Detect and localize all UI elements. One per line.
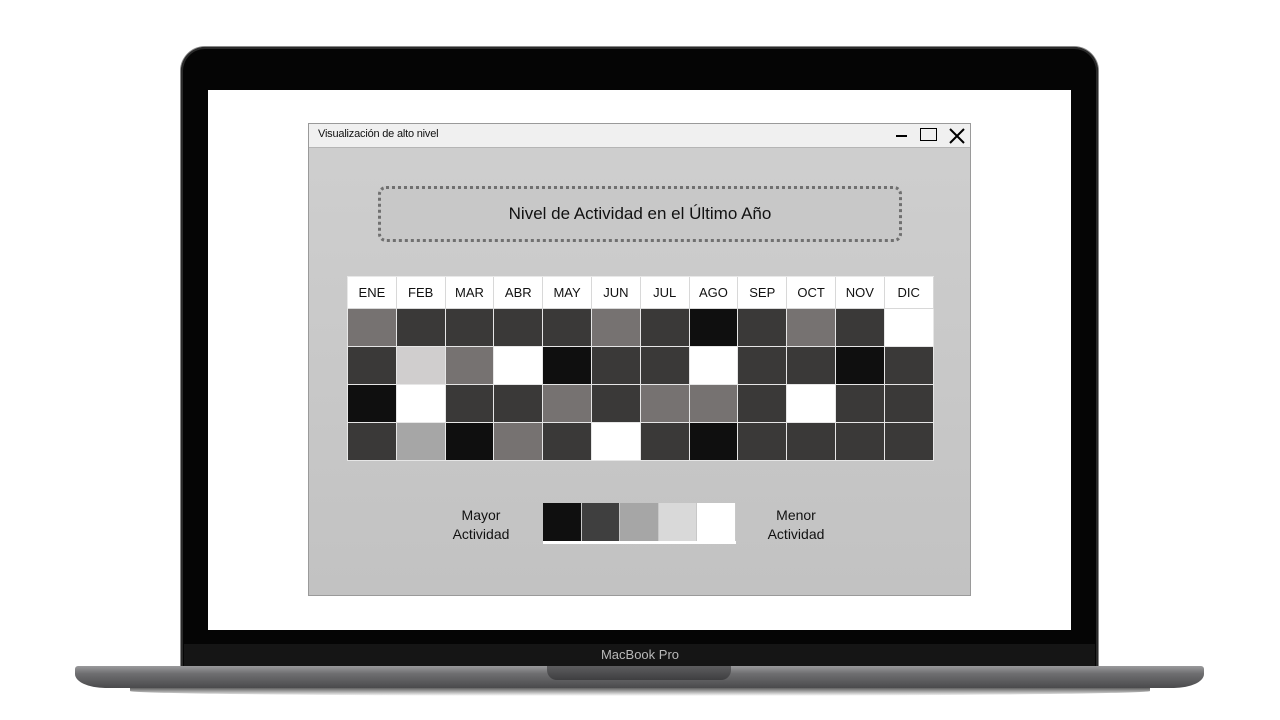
- heatmap-cell: [787, 347, 836, 385]
- month-header: JUL: [640, 277, 690, 309]
- heatmap-cell: [787, 309, 836, 347]
- heatmap-cell: [884, 347, 934, 385]
- heatmap-cell: [884, 309, 934, 347]
- heatmap-cell: [738, 347, 788, 385]
- laptop-base-shadow: [130, 686, 1150, 696]
- minimize-icon[interactable]: [892, 126, 912, 145]
- heatmap-cell: [348, 423, 397, 461]
- heatmap-cell: [640, 385, 690, 423]
- heatmap-cell: [396, 423, 446, 461]
- heatmap-cell: [884, 385, 934, 423]
- heatmap-cell: [689, 423, 739, 461]
- month-header: DIC: [884, 277, 934, 309]
- month-header: OCT: [787, 277, 836, 309]
- legend-high-label-line2: Actividad: [452, 526, 510, 542]
- heatmap-cell: [640, 423, 690, 461]
- heading-box: Nivel de Actividad en el Último Año: [378, 186, 902, 242]
- heatmap-cell: [445, 347, 495, 385]
- heatmap-cell: [494, 347, 544, 385]
- laptop-brand-label: MacBook Pro: [600, 647, 680, 662]
- activity-heatmap: ENE FEB MAR ABR MAY JUN JUL AGO SEP OCT NOV DIC: [347, 276, 934, 461]
- heatmap-cell: [396, 347, 446, 385]
- legend-swatch: [658, 503, 698, 541]
- heatmap-cell: [738, 385, 788, 423]
- heatmap-cell: [543, 423, 592, 461]
- legend-low-label-line1: Menor: [776, 507, 816, 523]
- page-title: Nivel de Actividad en el Último Año: [508, 204, 772, 223]
- legend-high-label: Mayor Actividad: [446, 506, 516, 544]
- month-header: JUN: [591, 277, 641, 309]
- month-header: FEB: [396, 277, 446, 309]
- month-header: ABR: [494, 277, 544, 309]
- heatmap-cell: [396, 309, 446, 347]
- heatmap-cell: [835, 385, 885, 423]
- heatmap-cell: [884, 423, 934, 461]
- window-title: Visualización de alto nivel: [318, 128, 439, 140]
- heatmap-cell: [640, 309, 690, 347]
- legend-scale: [543, 503, 736, 544]
- heatmap-cell: [591, 309, 641, 347]
- legend-swatch: [581, 503, 621, 541]
- heatmap-cell: [494, 423, 544, 461]
- heatmap-cell: [738, 309, 788, 347]
- heatmap-cell: [445, 385, 495, 423]
- heatmap-cell: [835, 347, 885, 385]
- heatmap-cell: [348, 385, 397, 423]
- legend-swatch: [697, 503, 736, 541]
- heatmap-cell: [689, 385, 739, 423]
- heatmap-cell: [591, 347, 641, 385]
- heatmap-cell: [787, 385, 836, 423]
- heatmap-cell: [835, 423, 885, 461]
- app-window: Visualización de alto nivel Nivel de Act…: [308, 123, 971, 596]
- heatmap-cell: [738, 423, 788, 461]
- laptop-bottom-bezel: [184, 644, 1095, 666]
- month-header: NOV: [835, 277, 885, 309]
- heatmap-cell: [396, 385, 446, 423]
- heatmap-cell: [543, 347, 592, 385]
- window-titlebar[interactable]: Visualización de alto nivel: [309, 124, 970, 148]
- heatmap-cell: [543, 309, 592, 347]
- legend-swatch: [543, 503, 582, 541]
- maximize-icon[interactable]: [918, 126, 938, 145]
- heatmap-cell: [445, 423, 495, 461]
- heatmap-cell: [543, 385, 592, 423]
- month-header: MAR: [445, 277, 495, 309]
- heatmap-cell: [348, 347, 397, 385]
- heatmap-cell: [640, 347, 690, 385]
- heatmap-cell: [494, 385, 544, 423]
- month-header: SEP: [738, 277, 788, 309]
- heatmap-cell: [835, 309, 885, 347]
- heatmap-cell: [494, 309, 544, 347]
- month-header: AGO: [689, 277, 739, 309]
- month-header: ENE: [348, 277, 397, 309]
- legend-low-label: Menor Actividad: [759, 506, 833, 544]
- month-header: MAY: [543, 277, 592, 309]
- heatmap-cell: [591, 385, 641, 423]
- close-icon[interactable]: [946, 126, 966, 145]
- laptop-notch: [547, 666, 731, 680]
- heatmap-cell: [591, 423, 641, 461]
- legend-swatch: [620, 503, 659, 541]
- heatmap-cell: [445, 309, 495, 347]
- legend-low-label-line2: Actividad: [767, 526, 825, 542]
- heatmap-cell: [689, 309, 739, 347]
- heatmap-cell: [787, 423, 836, 461]
- heatmap-cell: [348, 309, 397, 347]
- heatmap-cell: [689, 347, 739, 385]
- legend-high-label-line1: Mayor: [461, 507, 501, 523]
